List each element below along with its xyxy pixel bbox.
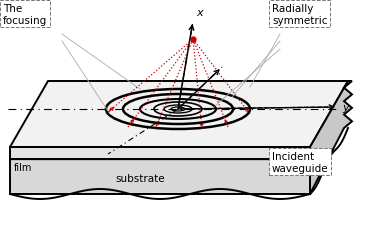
Polygon shape bbox=[310, 82, 352, 194]
Text: The
focusing: The focusing bbox=[3, 4, 47, 25]
Text: film: film bbox=[14, 162, 32, 172]
Polygon shape bbox=[10, 82, 348, 147]
Text: Incident
waveguide: Incident waveguide bbox=[272, 151, 329, 173]
Text: Radially
symmetric: Radially symmetric bbox=[272, 4, 328, 25]
Polygon shape bbox=[10, 147, 310, 159]
Text: x: x bbox=[196, 8, 203, 18]
Text: substrate: substrate bbox=[115, 174, 165, 183]
Polygon shape bbox=[10, 159, 310, 194]
Text: y: y bbox=[342, 103, 349, 112]
